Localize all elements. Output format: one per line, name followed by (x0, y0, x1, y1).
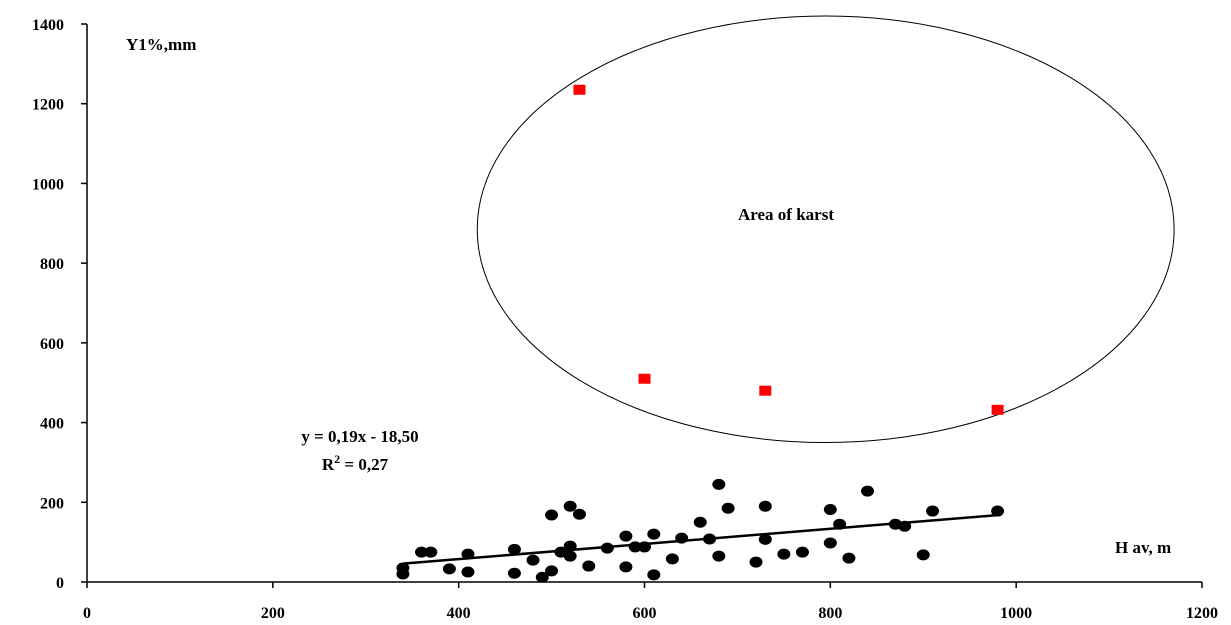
y-tick-label: 0 (56, 575, 64, 592)
karst-data-point (638, 373, 651, 384)
data-point (647, 528, 661, 540)
data-point (749, 556, 763, 568)
karst-data-point (573, 84, 586, 95)
data-point (758, 500, 772, 512)
data-point (461, 548, 475, 560)
karst-area-label: Area of karst (738, 205, 834, 224)
data-point (507, 543, 521, 555)
y-tick-label: 200 (40, 495, 64, 512)
data-point (563, 540, 577, 552)
data-point (507, 567, 521, 579)
karst-area-layer (476, 15, 1175, 443)
x-tick-label: 400 (447, 605, 471, 622)
data-point (526, 554, 540, 566)
karst-area-ellipse (476, 15, 1175, 443)
data-point (647, 569, 661, 581)
data-point (833, 518, 847, 530)
data-point (572, 508, 586, 520)
data-point (665, 553, 679, 565)
data-point (693, 516, 707, 528)
x-tick-label: 600 (633, 605, 657, 622)
x-tick-label: 1000 (1000, 605, 1032, 622)
data-point (823, 503, 837, 515)
data-point (582, 560, 596, 572)
x-tick-label: 800 (818, 605, 842, 622)
data-point (898, 520, 912, 532)
y-axis-label: Y1%,mm (126, 35, 196, 54)
data-point (545, 565, 559, 577)
y-tick-label: 600 (40, 336, 64, 353)
karst-data-point (759, 385, 772, 396)
r2-prefix: R (322, 455, 335, 474)
data-point (545, 509, 559, 521)
data-point (442, 563, 456, 575)
data-point (619, 530, 633, 542)
karst-data-point (991, 404, 1004, 415)
data-point (712, 550, 726, 562)
data-point (600, 542, 614, 554)
data-point (721, 502, 735, 514)
data-point (396, 562, 410, 574)
data-point (758, 533, 772, 545)
r2-exponent: 2 (334, 452, 340, 466)
data-point (712, 478, 726, 490)
data-point (563, 500, 577, 512)
y-tick-label: 1000 (32, 176, 64, 193)
data-point (638, 541, 651, 553)
trend-r-squared: R2 = 0,27 (322, 452, 389, 474)
r2-value: = 0,27 (340, 455, 388, 474)
y-tick-label: 800 (40, 256, 64, 273)
x-axis-label: H av, m (1115, 538, 1171, 557)
y-tick-label: 400 (40, 416, 64, 433)
data-point (861, 485, 874, 497)
data-point (916, 549, 930, 561)
data-point (461, 566, 475, 578)
y-tick-label: 1400 (32, 17, 64, 34)
x-tick-label: 200 (261, 605, 285, 622)
points-layer (396, 84, 1005, 583)
data-point (675, 532, 689, 544)
data-point (795, 546, 809, 558)
data-point (628, 541, 642, 553)
data-point (842, 552, 856, 564)
x-ticks: 0 200 400 600 800 1000 1200 (83, 582, 1218, 622)
y-tick-label: 1200 (32, 97, 64, 114)
data-point (563, 550, 577, 562)
data-point (424, 546, 438, 558)
axes (86, 24, 1202, 583)
data-point (926, 505, 940, 517)
trend-equation: y = 0,19x - 18,50 (301, 427, 418, 446)
data-point (991, 505, 1005, 517)
data-point (535, 571, 549, 583)
y-ticks: 0 200 400 600 800 1000 1200 1400 (32, 17, 87, 592)
data-point (415, 546, 428, 558)
data-point (703, 533, 717, 545)
data-point (823, 537, 837, 549)
data-point (619, 561, 633, 573)
data-point (777, 548, 791, 560)
x-tick-label: 0 (83, 605, 91, 622)
x-tick-label: 1200 (1186, 605, 1218, 622)
